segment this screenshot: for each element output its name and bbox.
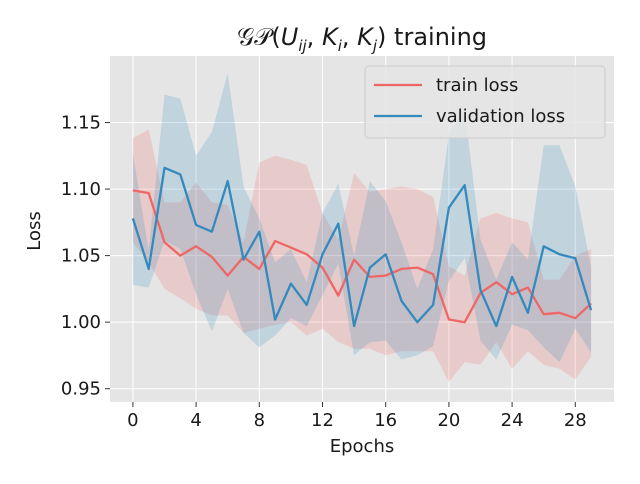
title-u-subscript: ij bbox=[298, 37, 307, 55]
title-separator-2: , bbox=[342, 23, 357, 51]
legend-box bbox=[364, 65, 606, 139]
validation-loss-line bbox=[131, 166, 593, 328]
y-tick-label: 0.95 bbox=[61, 379, 101, 400]
x-tick-label: 24 bbox=[501, 410, 524, 431]
x-tick-label: 20 bbox=[437, 410, 460, 431]
validation-legend-label: validation loss bbox=[436, 106, 565, 127]
x-tick-label: 0 bbox=[127, 410, 138, 431]
title-u: U bbox=[281, 23, 299, 51]
y-tick-label: 1.00 bbox=[61, 312, 101, 333]
y-tick-label: 1.10 bbox=[61, 179, 101, 200]
train-loss-line bbox=[132, 189, 592, 324]
validation-loss-band bbox=[132, 73, 592, 363]
title-suffix: ) training bbox=[377, 23, 487, 51]
chart-title: 𝒢𝒫(Uij, Ki, Kj) training bbox=[237, 23, 487, 55]
title-prefix: 𝒢𝒫( bbox=[237, 23, 281, 51]
title-kj-subscript: j bbox=[371, 37, 378, 55]
title-kj: K bbox=[357, 23, 375, 51]
y-tick-label: 1.15 bbox=[61, 113, 101, 134]
x-axis-label: Epochs bbox=[330, 436, 395, 457]
x-tick-label: 4 bbox=[190, 410, 201, 431]
title-ki-subscript: i bbox=[338, 37, 343, 55]
x-tick-label: 28 bbox=[564, 410, 587, 431]
train-loss-band bbox=[132, 129, 592, 382]
y-axis-label: Loss bbox=[24, 211, 45, 250]
train-legend-label: train loss bbox=[436, 75, 518, 96]
confidence-bands bbox=[132, 73, 592, 382]
series-lines bbox=[131, 166, 593, 328]
x-tick-label: 16 bbox=[374, 410, 397, 431]
x-tick-label: 8 bbox=[254, 410, 265, 431]
chart-legend: train loss validation loss bbox=[364, 65, 606, 139]
title-separator-1: , bbox=[307, 23, 322, 51]
y-tick-label: 1.05 bbox=[61, 246, 101, 267]
axis-ticks: 0 4 8 12 16 20 24 28 0.95 1.00 1.05 1.10 1.15 bbox=[61, 113, 587, 431]
title-ki: K bbox=[322, 23, 340, 51]
x-tick-label: 12 bbox=[311, 410, 334, 431]
